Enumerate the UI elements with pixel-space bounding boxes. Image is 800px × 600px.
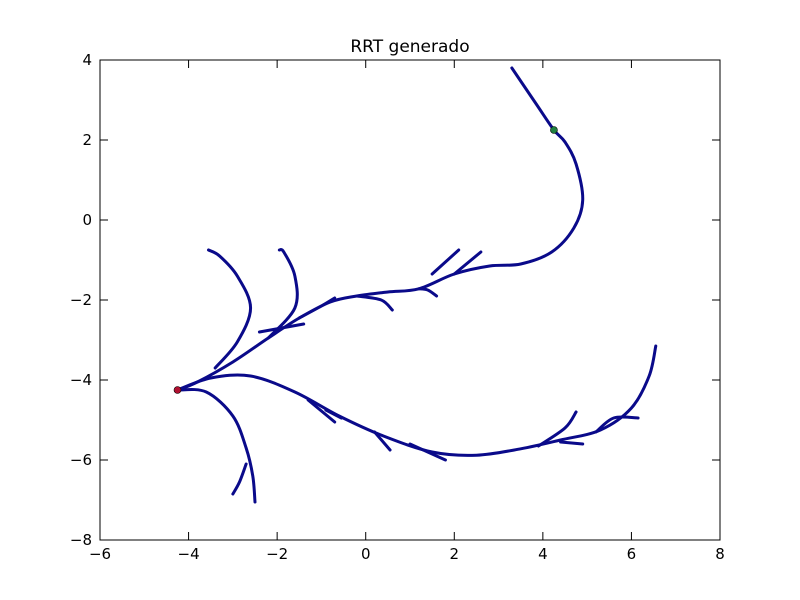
start-point (173, 386, 182, 394)
tree-branch (324, 408, 343, 420)
tree-branch (257, 322, 306, 334)
tree-branch (355, 294, 394, 312)
y-tick-label: −4 (70, 371, 92, 389)
tree-branch (417, 287, 439, 298)
chart-title: RRT generado (350, 37, 469, 57)
x-tick-label: −2 (266, 545, 288, 563)
tree-branch (430, 248, 461, 276)
tree-branch (536, 410, 578, 448)
tree-branch (266, 248, 299, 340)
goal-point (550, 126, 558, 134)
plot-frame (99, 59, 721, 541)
y-tick-label: 4 (82, 51, 92, 69)
tree-branch (231, 462, 248, 496)
tree-branch (306, 398, 337, 424)
y-tick-label: 2 (82, 131, 92, 149)
tree-branch (408, 442, 447, 462)
tree-branch (176, 344, 658, 457)
y-tick-label: −2 (70, 291, 92, 309)
x-tick-label: 2 (450, 545, 460, 563)
tree-branch (452, 250, 483, 276)
tree-branches (176, 66, 658, 504)
tree-branch (207, 248, 253, 370)
tree-branch (176, 388, 257, 504)
x-tick-label: 6 (627, 545, 637, 563)
tree-branch (559, 440, 585, 446)
x-tick-label: 0 (361, 545, 371, 563)
x-tick-label: 8 (715, 545, 725, 563)
tree-endpoints (173, 126, 558, 394)
y-tick-label: −6 (70, 451, 92, 469)
y-tick-label: 0 (82, 211, 92, 229)
tree-branch (594, 415, 640, 434)
tree-branch (373, 430, 392, 452)
x-tick-label: −4 (178, 545, 200, 563)
tree-branch (297, 296, 337, 320)
y-tick-label: −8 (70, 531, 92, 549)
x-tick-label: −6 (89, 545, 111, 563)
x-tick-label: 4 (538, 545, 548, 563)
